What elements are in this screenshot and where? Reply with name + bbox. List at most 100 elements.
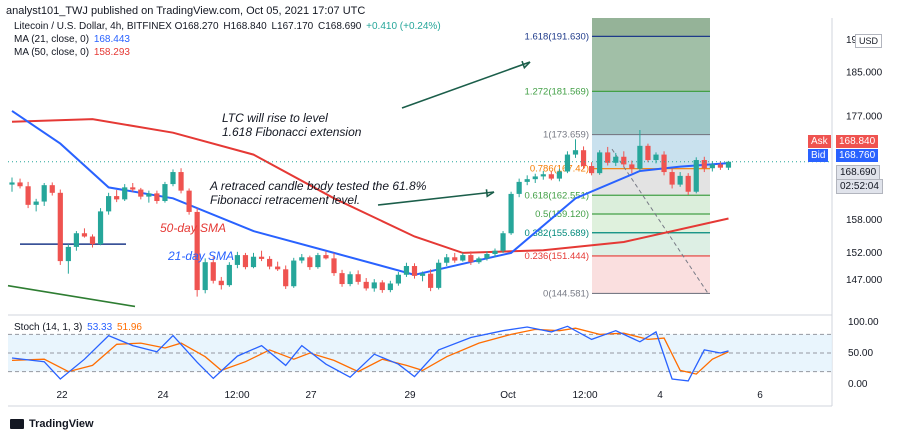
time-tick-label: 12:00 [224, 390, 249, 401]
symbol-title: Litecoin / U.S. Dollar, 4h, BITFINEX [14, 21, 172, 32]
candle-body [605, 152, 611, 163]
fib-zone [592, 255, 710, 294]
stoch-d-value: 51.96 [116, 322, 142, 333]
low-value: L167.170 [271, 21, 314, 32]
ask-value-tag: 168.840 [836, 135, 879, 148]
ohlc-values: O168.270 H168.840 L167.170 C168.690 +0.4… [175, 21, 443, 32]
candle-body [73, 233, 79, 247]
ma50-label: MA (50, close, 0) [14, 47, 90, 58]
retrace-arrow-head [485, 189, 495, 198]
time-tick-label: 6 [757, 390, 763, 401]
fib-zone [592, 36, 710, 92]
candle-body [33, 201, 39, 205]
fib-zone [592, 214, 710, 233]
time-tick-label: 24 [157, 390, 169, 401]
candle-body [283, 269, 289, 287]
candle-body [371, 282, 377, 289]
candle-body [146, 193, 152, 197]
candle-body [645, 145, 651, 161]
retrace-text-line2: Fibonacci retracement level. [210, 193, 360, 207]
fib-level-label: 0.236(151.444) [525, 251, 589, 262]
sma50-annotation: 50-day SMA [160, 221, 226, 235]
candle-body [532, 176, 538, 180]
fib-zone [592, 134, 710, 169]
candle-body [556, 171, 562, 179]
candle-body [637, 145, 643, 169]
candle-body [258, 256, 265, 259]
symbol-legend: Litecoin / U.S. Dollar, 4h, BITFINEX O16… [14, 21, 443, 32]
fib-level-label: 0.382(155.689) [525, 228, 589, 239]
candle-body [468, 255, 474, 263]
time-tick-label: Oct [500, 390, 516, 401]
candle-body [709, 164, 715, 169]
candle-body [363, 281, 369, 289]
time-tick-label: 27 [305, 390, 317, 401]
candle-body [564, 154, 571, 172]
time-tick-label: 4 [657, 390, 663, 401]
candle-body [725, 161, 732, 168]
publisher-credit: analyst101_TWJ published on TradingView.… [6, 5, 366, 17]
candle-body [677, 175, 683, 185]
candle-body [194, 211, 200, 291]
ma50-value: 158.293 [93, 47, 130, 58]
candle-body [162, 184, 168, 202]
time-tick-label: 22 [56, 390, 68, 401]
ask-tag: Ask [808, 135, 831, 148]
candle-body [291, 260, 297, 287]
candle-body [114, 196, 120, 200]
stoch-k-line [11, 325, 729, 382]
candle-body [323, 255, 329, 259]
candle-body [629, 164, 635, 169]
candle-body [234, 255, 240, 265]
candle-body [170, 172, 176, 185]
price-tick-label: 158.000 [846, 215, 883, 226]
candle-body [218, 280, 224, 286]
candle-body [411, 266, 418, 276]
candle-body [226, 264, 232, 286]
candle-body [9, 182, 15, 185]
fib-level-label: 1.272(181.569) [525, 86, 589, 97]
candle-body [452, 257, 458, 261]
candle-body [589, 166, 595, 174]
price-tick-label: 177.000 [846, 111, 883, 122]
stoch-d-line [11, 327, 729, 375]
candle-body [580, 150, 587, 167]
candle-body [436, 262, 442, 288]
candle-body [403, 266, 410, 275]
candle-body [130, 187, 136, 190]
candle-body [428, 273, 434, 288]
fib-level-label: 0.618(162.551) [525, 190, 589, 201]
candle-body [49, 185, 55, 193]
candle-body [500, 233, 506, 251]
ma21-legend[interactable]: MA (21, close, 0) 168.443 [14, 34, 130, 45]
candle-body [379, 282, 385, 291]
candle-body [548, 174, 554, 179]
last-price-tag: 168.690 [836, 165, 881, 180]
candle-body [621, 156, 627, 165]
candle-body [154, 193, 160, 202]
currency-button[interactable]: USD [855, 34, 883, 48]
stoch-label: Stoch (14, 1, 3) [14, 322, 83, 333]
candle-body [693, 160, 699, 192]
candle-body [210, 262, 216, 281]
fib-zone-top [592, 18, 710, 37]
candle-body [653, 154, 659, 161]
tradingview-logo[interactable]: TradingView [10, 418, 94, 430]
candle-body [516, 181, 522, 194]
candle-body [41, 185, 47, 202]
stoch-tick-label: 0.00 [848, 379, 868, 390]
forecast-arrow-head [521, 60, 531, 70]
price-tick-label: 152.000 [846, 248, 883, 259]
change-value: +0.410 (+0.24%) [366, 21, 441, 32]
price-tick-label: 147.000 [846, 275, 883, 286]
fib-zone [592, 91, 710, 135]
candle-body [524, 179, 530, 182]
candle-body [572, 150, 579, 155]
ma50-legend[interactable]: MA (50, close, 0) 158.293 [14, 47, 130, 58]
price-tick-label: 185.000 [846, 68, 883, 79]
stoch-legend[interactable]: Stoch (14, 1, 3) 53.33 51.96 [14, 322, 142, 333]
candle-body [460, 255, 466, 261]
candle-body [57, 192, 63, 262]
candle-body [202, 262, 208, 291]
